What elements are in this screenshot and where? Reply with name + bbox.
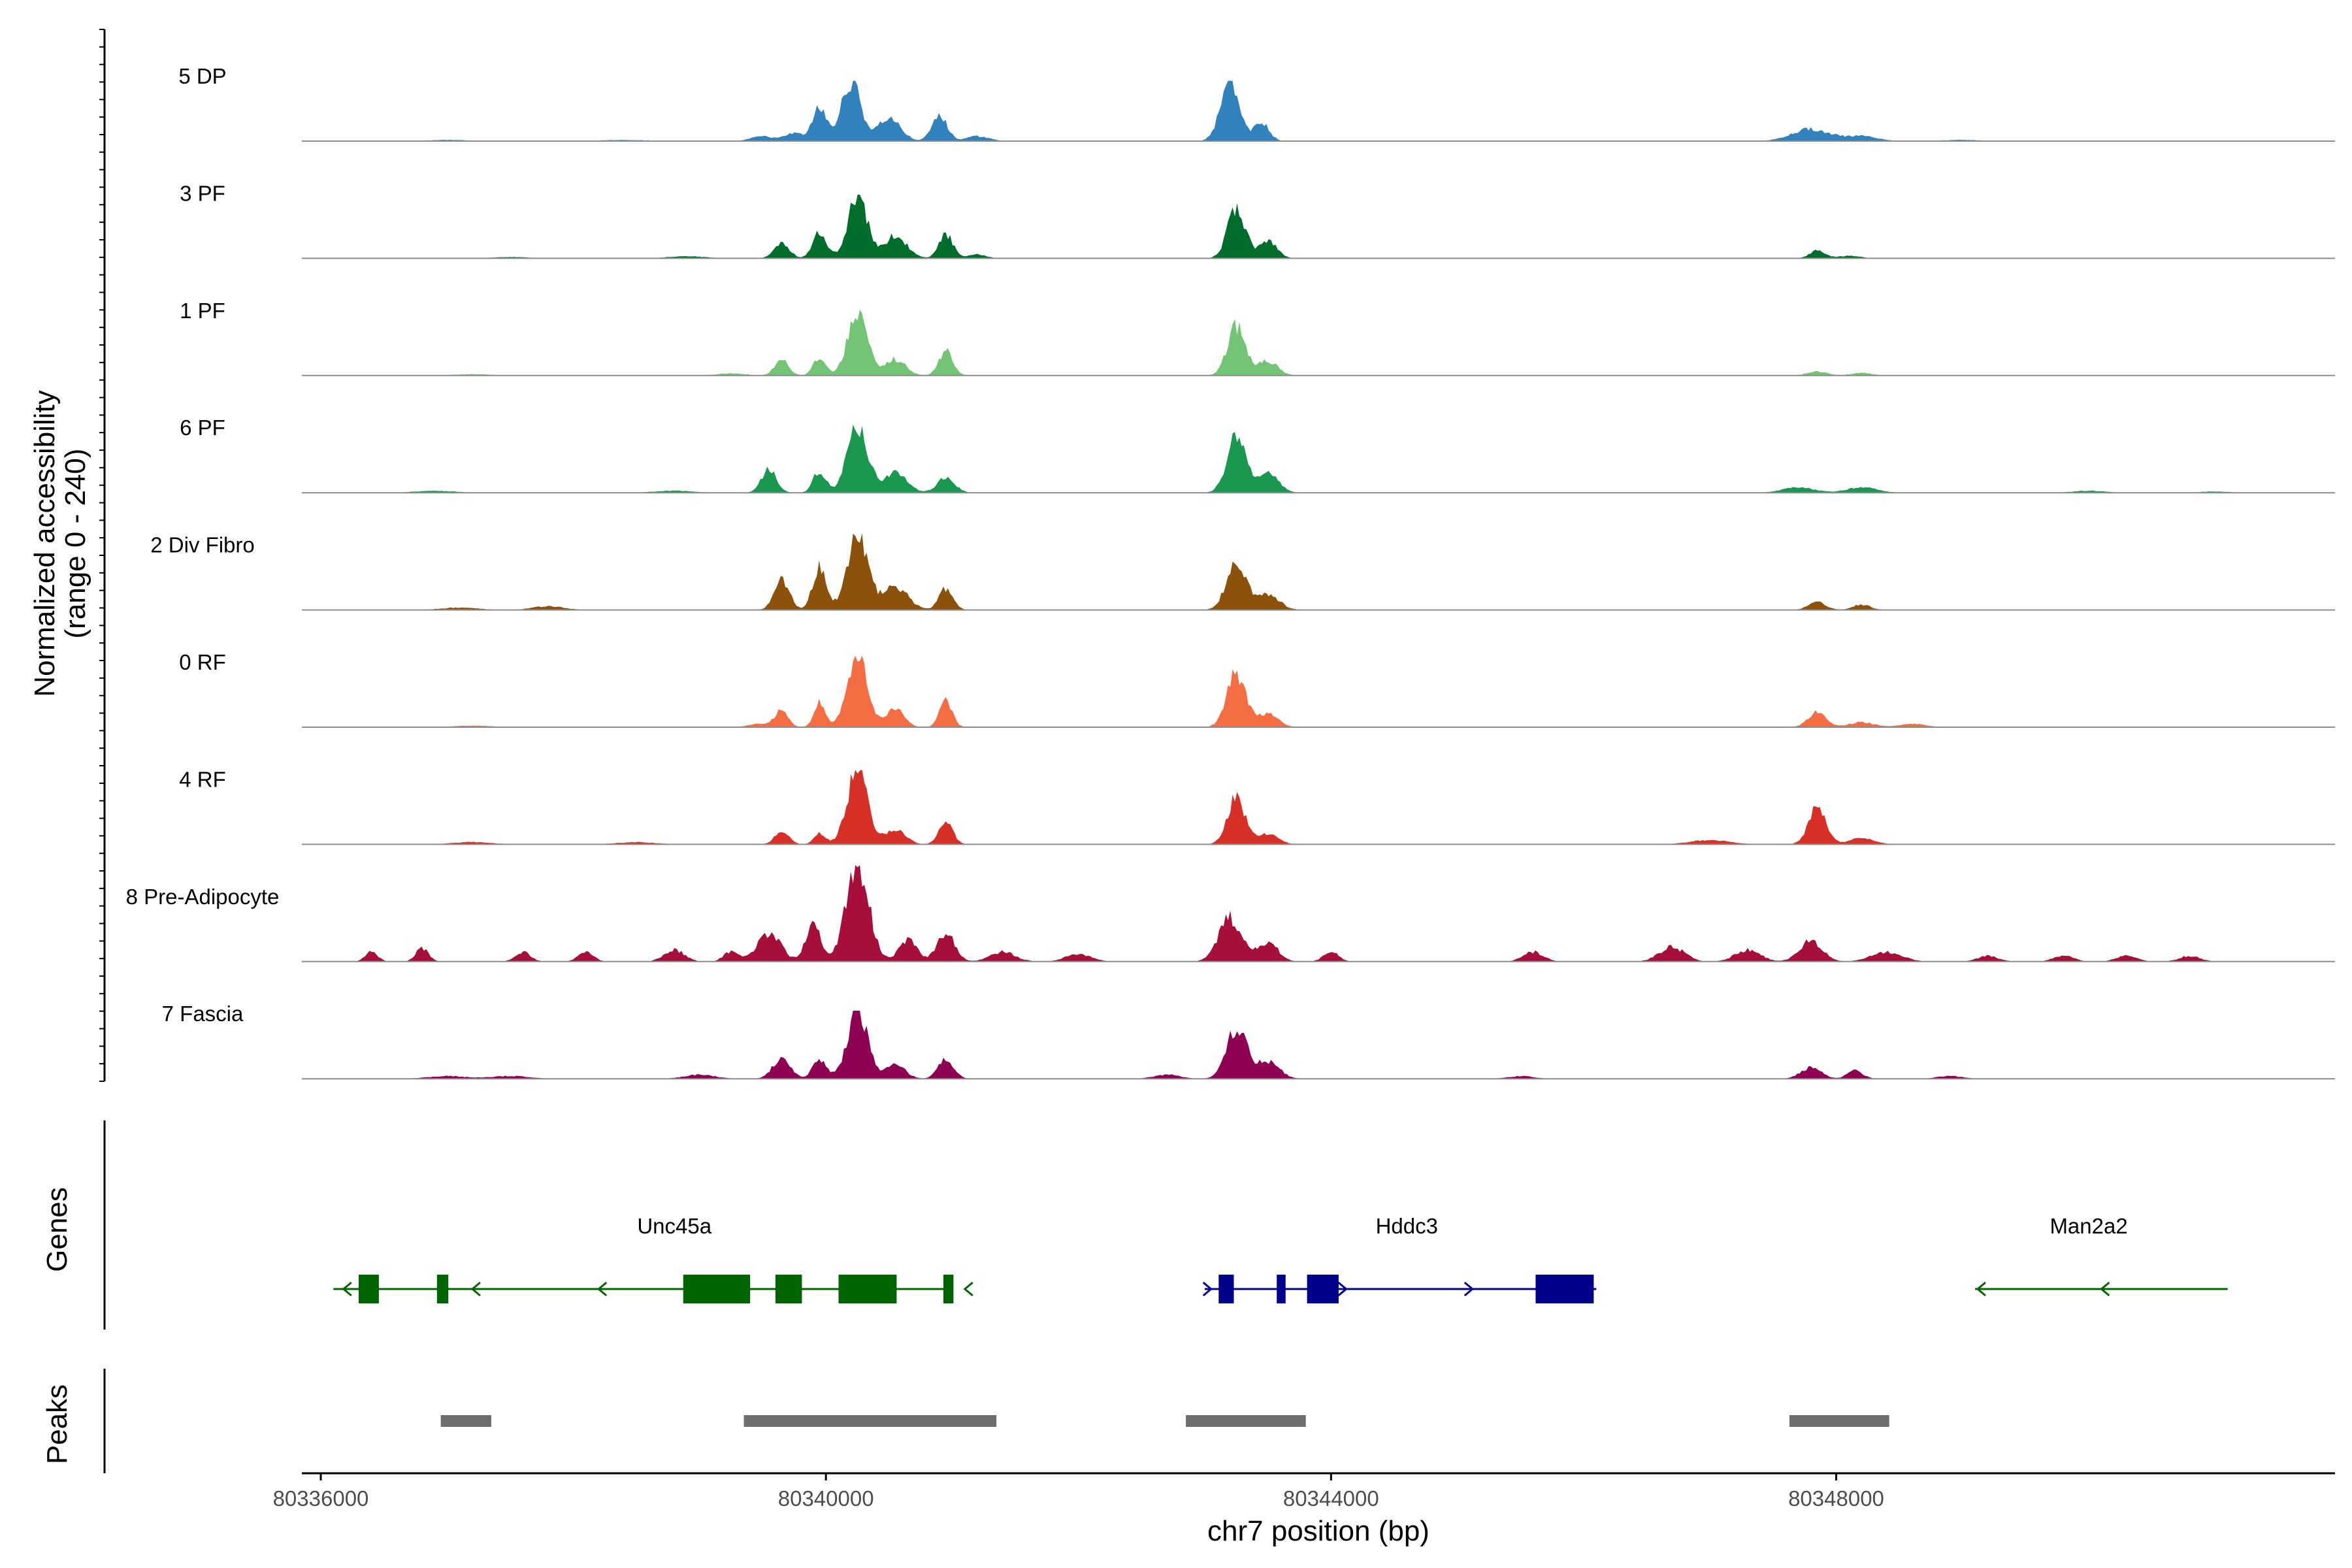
gene-exon bbox=[1277, 1275, 1286, 1303]
strand-arrow bbox=[1976, 1281, 1986, 1297]
gene-exon bbox=[436, 1275, 449, 1303]
track-2: 1 PF bbox=[180, 299, 2335, 376]
gene-exon bbox=[1535, 1275, 1594, 1303]
gene-track: Unc45a Hddc3 Man2a2 bbox=[333, 1214, 2228, 1303]
track-label: 1 PF bbox=[180, 299, 225, 323]
track-label: 6 PF bbox=[180, 416, 225, 440]
left-axes bbox=[99, 29, 106, 1473]
strand-arrow bbox=[2100, 1281, 2110, 1297]
coverage-area bbox=[302, 1011, 2335, 1079]
track-3: 6 PF bbox=[180, 416, 2335, 494]
strand-arrow bbox=[470, 1281, 481, 1297]
gene-exon bbox=[683, 1275, 751, 1303]
coverage-area bbox=[302, 770, 2335, 845]
x-tick-label: 80348000 bbox=[1788, 1486, 1884, 1511]
peak-region bbox=[1789, 1415, 1889, 1427]
gene-exon bbox=[1218, 1275, 1234, 1303]
gene-name-label: Man2a2 bbox=[2050, 1214, 2127, 1238]
track-8: 7 Fascia bbox=[162, 1002, 2335, 1080]
x-tick-label: 80336000 bbox=[273, 1486, 369, 1511]
genes-track-title: Genes bbox=[41, 1187, 73, 1272]
track-label: 5 DP bbox=[178, 64, 226, 88]
track-4: 2 Div Fibro bbox=[150, 533, 2335, 611]
x-axis: 80336000 80340000 80344000 80348000 bbox=[273, 1472, 2335, 1511]
strand-arrow bbox=[1337, 1281, 1348, 1297]
strand-arrow bbox=[342, 1281, 352, 1297]
peak-track bbox=[440, 1415, 1889, 1427]
track-label: 8 Pre-Adipocyte bbox=[126, 885, 280, 909]
track-label: 4 RF bbox=[179, 767, 226, 791]
coverage-area bbox=[302, 425, 2335, 493]
peak-region bbox=[1186, 1415, 1306, 1427]
coverage-area bbox=[302, 655, 2335, 727]
gene-name-label: Unc45a bbox=[637, 1214, 711, 1238]
x-axis-title: chr7 position (bp) bbox=[1207, 1515, 1429, 1547]
gene-2: Man2a2 bbox=[1975, 1214, 2228, 1297]
track-label: 2 Div Fibro bbox=[150, 533, 255, 557]
gene-0: Unc45a bbox=[333, 1214, 973, 1303]
coverage-tracks: 5 DP 3 PF 1 PF 6 PF 2 Div Fibro 0 RF 4 RF 8 Pre… bbox=[126, 64, 2335, 1080]
strand-arrow bbox=[596, 1281, 608, 1297]
coverage-area bbox=[302, 310, 2335, 376]
x-tick-label: 80344000 bbox=[1283, 1486, 1379, 1511]
y-axis-title: Normalized accessibility bbox=[29, 390, 61, 696]
track-6: 4 RF bbox=[179, 767, 2335, 845]
gene-exon bbox=[775, 1275, 802, 1303]
track-5: 0 RF bbox=[179, 650, 2335, 728]
x-tick-label: 80340000 bbox=[778, 1486, 874, 1511]
peaks-track-title: Peaks bbox=[41, 1384, 73, 1464]
coverage-area bbox=[302, 80, 2335, 141]
strand-arrow bbox=[1202, 1281, 1213, 1297]
track-label: 0 RF bbox=[179, 650, 226, 674]
track-7: 8 Pre-Adipocyte bbox=[126, 865, 2335, 962]
coverage-area bbox=[302, 533, 2335, 610]
track-1: 3 PF bbox=[180, 181, 2335, 259]
gene-exon bbox=[1307, 1275, 1339, 1303]
gene-name-label: Hddc3 bbox=[1376, 1214, 1438, 1238]
gene-1: Hddc3 bbox=[1202, 1214, 1597, 1303]
coverage-area bbox=[302, 195, 2335, 259]
y-axis-range: (range 0 - 240) bbox=[59, 448, 91, 638]
track-label: 3 PF bbox=[180, 181, 225, 205]
peak-region bbox=[440, 1415, 491, 1427]
strand-arrow bbox=[1463, 1281, 1475, 1297]
gene-exon bbox=[358, 1275, 379, 1303]
coverage-area bbox=[302, 865, 2335, 962]
track-label: 7 Fascia bbox=[162, 1002, 244, 1026]
track-0: 5 DP bbox=[178, 64, 2335, 142]
peak-region bbox=[743, 1415, 997, 1427]
gene-exon bbox=[943, 1275, 954, 1303]
strand-arrow bbox=[963, 1281, 973, 1297]
gene-exon bbox=[838, 1275, 897, 1303]
